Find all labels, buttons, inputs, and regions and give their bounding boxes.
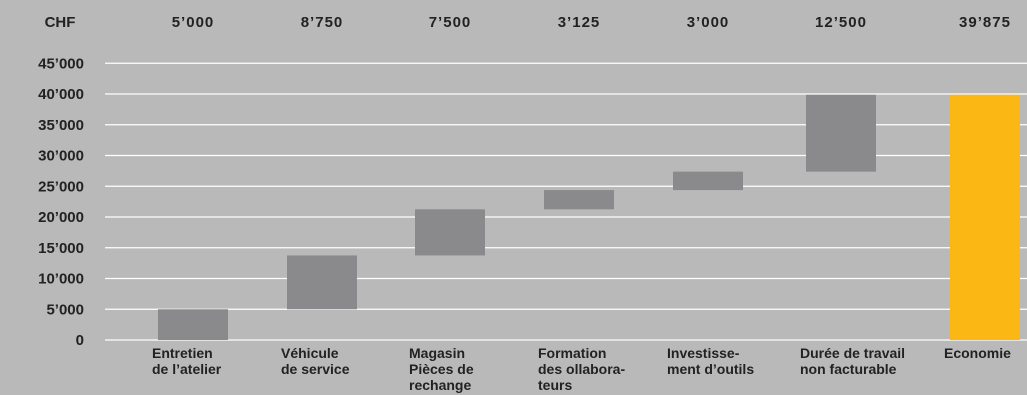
category-label-line: Magasin xyxy=(409,345,465,361)
category-label-line: Formation xyxy=(538,345,606,361)
category-label-line: non facturable xyxy=(800,361,897,377)
total-bar xyxy=(950,94,1020,340)
value-label: 8’750 xyxy=(301,14,344,31)
category-labels: Entretien de l’atelier Véhicule de service M… xyxy=(152,345,1011,393)
value-label: 3’000 xyxy=(687,14,730,31)
y-tick-label: 15’000 xyxy=(38,240,84,257)
unit-label: CHF xyxy=(45,14,76,31)
bar xyxy=(544,190,614,210)
y-axis-ticks: 0 5’000 10’000 15’000 20’000 25’000 30’000 35’0… xyxy=(38,55,84,349)
y-tick-label: 20’000 xyxy=(38,209,84,226)
category-label-line: de service xyxy=(281,361,350,377)
bar xyxy=(287,255,357,310)
value-labels: 5’000 8’750 7’500 3’125 3’000 12’500 39’875 xyxy=(172,14,1011,31)
category-label-line: rechange xyxy=(409,377,471,393)
value-label: 3’125 xyxy=(558,14,601,31)
category-label: Formation des ollabora-teurs xyxy=(538,345,625,393)
category-label-line: teurs xyxy=(538,377,572,393)
y-tick-label: 30’000 xyxy=(38,148,84,165)
value-label: 7’500 xyxy=(429,14,472,31)
category-label-line: de l’atelier xyxy=(152,361,222,377)
category-label-line: Pièces de xyxy=(409,361,474,377)
y-tick-label: 35’000 xyxy=(38,117,84,134)
category-label-line: Entretien xyxy=(152,345,213,361)
y-tick-label: 25’000 xyxy=(38,178,84,195)
y-tick-label: 40’000 xyxy=(38,86,84,103)
value-label: 5’000 xyxy=(172,14,215,31)
category-label: Durée de travail non facturable xyxy=(800,345,905,377)
y-tick-label: 10’000 xyxy=(38,271,84,288)
value-label: 12’500 xyxy=(815,14,867,31)
bar xyxy=(673,171,743,191)
y-tick-label: 45’000 xyxy=(38,55,84,72)
bar xyxy=(158,309,228,340)
category-label: Investisse-ment d’outils xyxy=(667,345,754,377)
category-label: Véhicule de service xyxy=(281,345,350,377)
bars xyxy=(158,94,1020,340)
y-tick-label: 5’000 xyxy=(46,301,84,318)
bar xyxy=(806,94,876,172)
value-label: 39’875 xyxy=(959,14,1011,31)
y-tick-label: 0 xyxy=(76,332,84,349)
category-label-line: Economie xyxy=(944,345,1011,361)
bar xyxy=(415,209,485,256)
category-label: Economie xyxy=(944,345,1011,361)
category-label: Entretien de l’atelier xyxy=(152,345,222,377)
category-label: Magasin Pièces de rechange xyxy=(409,345,474,393)
grid-lines xyxy=(105,62,1027,341)
category-label-line: Durée de travail xyxy=(800,345,905,361)
category-label-line: Investisse- xyxy=(667,345,740,361)
category-label-line: ment d’outils xyxy=(667,361,754,377)
category-label-line: des ollabora- xyxy=(538,361,625,377)
category-label-line: Véhicule xyxy=(281,345,339,361)
